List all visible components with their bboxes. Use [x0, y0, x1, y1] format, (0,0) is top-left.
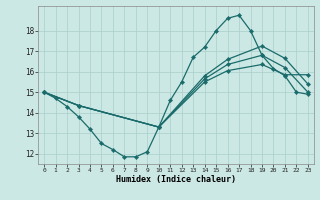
- X-axis label: Humidex (Indice chaleur): Humidex (Indice chaleur): [116, 175, 236, 184]
